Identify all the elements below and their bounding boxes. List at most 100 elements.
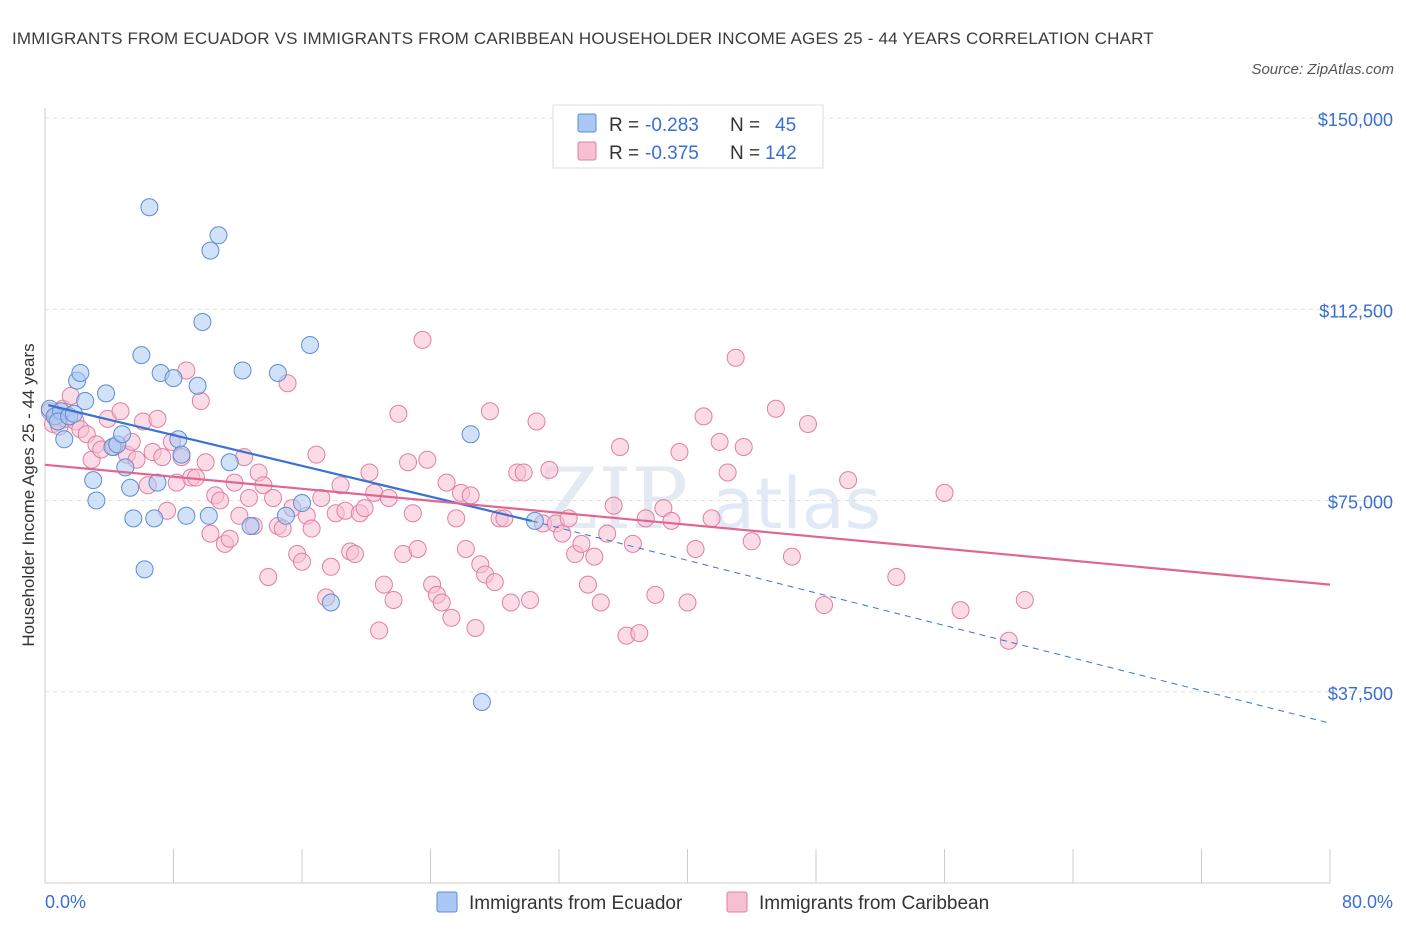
stats-ecuador-n-value: 45	[775, 115, 796, 136]
ecuador-point	[209, 226, 228, 245]
caribbean-point	[485, 573, 504, 592]
legend-swatch-caribbean	[726, 891, 748, 913]
caribbean-point	[654, 499, 673, 518]
caribbean-point	[623, 534, 642, 553]
caribbean-point	[148, 409, 167, 428]
stats-swatch-caribbean	[577, 141, 597, 161]
caribbean-point	[447, 509, 466, 528]
caribbean-point	[399, 453, 418, 472]
caribbean-point	[553, 524, 572, 543]
caribbean-point	[480, 402, 499, 421]
ecuador-point	[293, 494, 311, 513]
caribbean-point	[951, 601, 970, 620]
caribbean-point	[815, 596, 834, 615]
caribbean-point	[734, 437, 753, 456]
caribbean-point	[678, 593, 697, 612]
y-tick-label: $37,500	[1328, 684, 1393, 704]
grid-layer	[45, 117, 1395, 693]
stats-caribbean-r-label: R =	[609, 143, 639, 164]
caribbean-point	[630, 624, 649, 643]
ecuador-point	[71, 364, 90, 382]
caribbean-point	[331, 476, 350, 495]
stats-swatch-ecuador	[577, 113, 597, 133]
caribbean-point	[321, 557, 340, 576]
trend-lines	[44, 404, 1331, 723]
ecuador-point	[276, 506, 295, 525]
ecuador-point	[233, 361, 252, 380]
ecuador-point	[87, 491, 106, 510]
caribbean-point	[312, 488, 331, 507]
caribbean-point	[384, 590, 403, 609]
caribbean-point	[413, 330, 432, 349]
ecuador-point	[135, 560, 154, 579]
caribbean-point	[264, 488, 283, 507]
caribbean-point	[514, 463, 533, 482]
caribbean-point	[1015, 590, 1034, 609]
ecuador-point	[169, 430, 188, 449]
ecuador-point	[145, 509, 164, 528]
x-tick-label-min: 0.0%	[45, 892, 86, 912]
ecuador-point	[140, 198, 159, 217]
ecuador-point	[188, 376, 207, 395]
caribbean-point	[710, 432, 729, 451]
caribbean-point	[521, 590, 540, 609]
stats-box: R = -0.283 N = 45 R = -0.375 N = 142	[552, 104, 824, 169]
caribbean-point	[437, 473, 456, 492]
caribbean-point	[230, 506, 249, 525]
legend-label-ecuador: Immigrants from Ecuador	[469, 893, 683, 914]
y-tick-label: $150,000	[1318, 110, 1393, 130]
caribbean-point	[782, 547, 801, 566]
ecuador-point	[124, 509, 143, 528]
caribbean-point	[196, 453, 215, 472]
y-tick-label: $112,500	[1319, 301, 1393, 321]
x-tick-label-max: 80.0%	[1342, 892, 1393, 912]
chart-title: IMMIGRANTS FROM ECUADOR VS IMMIGRANTS FR…	[12, 29, 1154, 48]
caribbean-point	[694, 407, 713, 426]
caribbean-point	[646, 585, 665, 604]
ecuador-series	[40, 198, 544, 711]
caribbean-point	[598, 524, 617, 543]
ecuador-point	[321, 593, 340, 612]
caribbean-point	[374, 575, 393, 594]
caribbean-point	[456, 539, 475, 558]
caribbean-point	[527, 412, 546, 431]
ecuador-point	[84, 471, 103, 490]
caribbean-point	[999, 631, 1018, 650]
ecuador-point	[268, 364, 287, 382]
caribbean-point	[702, 509, 721, 528]
caribbean-point	[670, 443, 689, 462]
ecuador-point	[220, 453, 239, 472]
ecuador-point	[76, 392, 95, 411]
legend: Immigrants from Ecuador Immigrants from …	[436, 891, 989, 914]
stats-ecuador-r-label: R =	[609, 115, 639, 136]
stats-ecuador-n-label: N =	[730, 115, 760, 136]
ecuador-point	[97, 384, 116, 403]
stats-caribbean-n-label: N =	[730, 143, 760, 164]
caribbean-point	[461, 486, 480, 505]
caribbean-point	[259, 568, 278, 586]
caribbean-point	[432, 593, 451, 612]
ecuador-trend-extension	[531, 520, 1327, 723]
ecuador-point	[199, 506, 218, 525]
caribbean-point	[501, 593, 520, 612]
caribbean-point	[360, 463, 379, 482]
ecuador-point	[172, 445, 191, 464]
y-axis-label: Householder Income Ages 25 - 44 years	[19, 343, 38, 646]
caribbean-point	[611, 437, 630, 456]
caribbean-point	[591, 593, 610, 612]
ecuador-point	[121, 478, 140, 497]
caribbean-point	[742, 532, 761, 551]
caribbean-point	[153, 448, 172, 467]
caribbean-point	[346, 545, 365, 564]
ecuador-point	[525, 511, 544, 530]
caribbean-point	[389, 404, 408, 423]
caribbean-series	[40, 330, 1034, 650]
caribbean-point	[540, 460, 559, 479]
ecuador-point	[132, 346, 151, 365]
ecuador-point	[148, 473, 167, 492]
caribbean-point	[307, 445, 326, 464]
caribbean-point	[355, 499, 374, 518]
ecuador-point	[472, 692, 491, 711]
caribbean-point	[766, 399, 785, 418]
